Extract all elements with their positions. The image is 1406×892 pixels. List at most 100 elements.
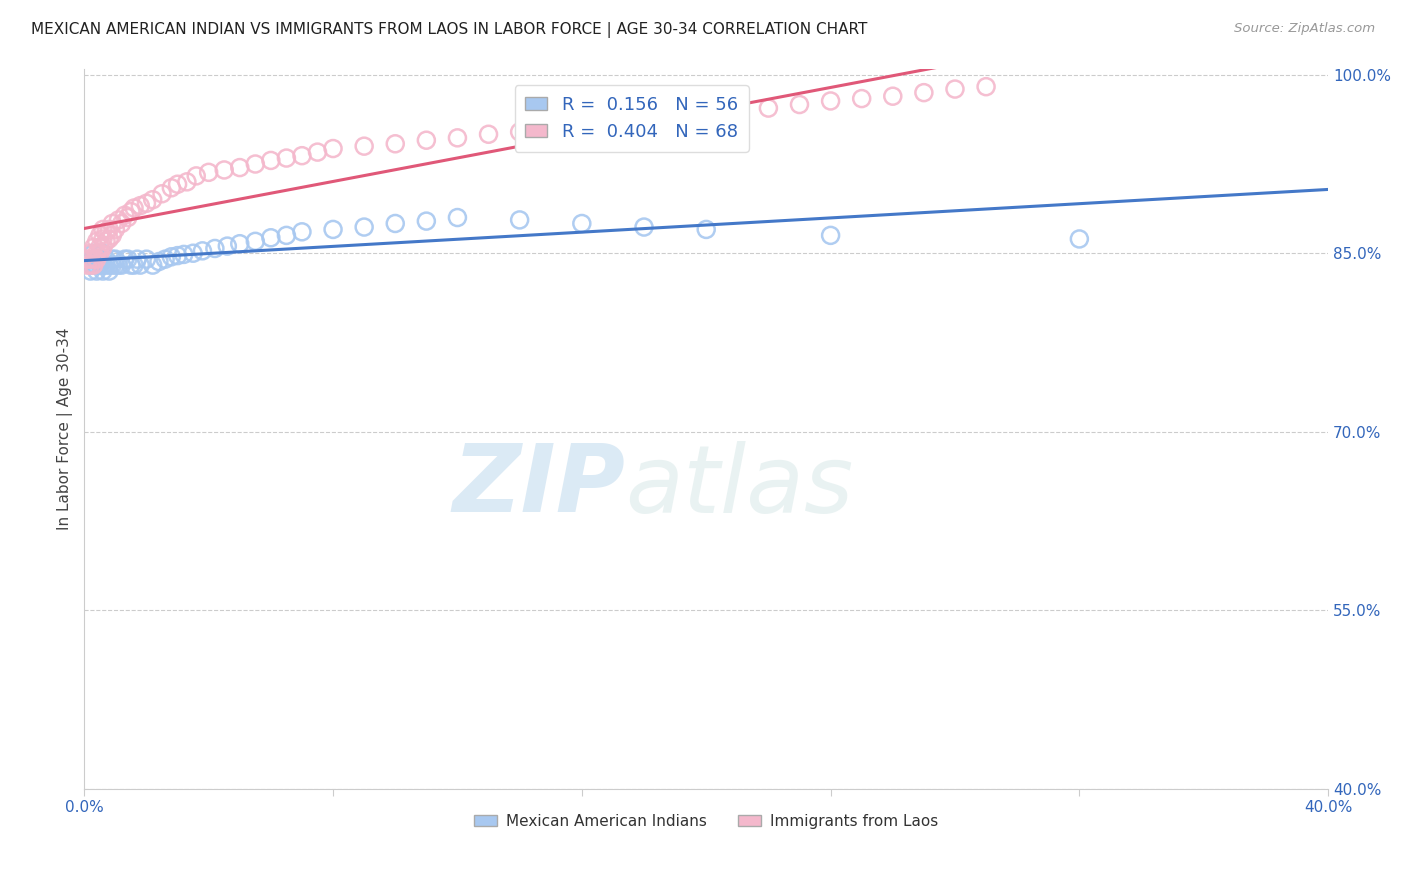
- Point: [664, 110, 686, 124]
- Point: [176, 175, 198, 189]
- Point: [129, 258, 152, 272]
- Point: [217, 239, 239, 253]
- Point: [758, 101, 780, 115]
- Point: [322, 222, 344, 236]
- Point: [212, 163, 235, 178]
- Point: [186, 169, 208, 183]
- Point: [695, 222, 717, 236]
- Point: [291, 225, 314, 239]
- Point: [142, 193, 165, 207]
- Point: [89, 246, 111, 260]
- Point: [91, 246, 114, 260]
- Point: [117, 252, 139, 267]
- Point: [94, 258, 117, 272]
- Legend: Mexican American Indians, Immigrants from Laos: Mexican American Indians, Immigrants fro…: [468, 807, 945, 835]
- Point: [107, 213, 129, 227]
- Point: [943, 82, 966, 96]
- Point: [79, 258, 101, 272]
- Point: [229, 161, 252, 175]
- Point: [820, 228, 842, 243]
- Point: [191, 244, 214, 258]
- Point: [98, 222, 121, 236]
- Point: [509, 213, 531, 227]
- Point: [415, 133, 437, 147]
- Point: [83, 246, 105, 260]
- Point: [86, 264, 108, 278]
- Point: [153, 252, 176, 267]
- Point: [851, 92, 873, 106]
- Y-axis label: In Labor Force | Age 30-34: In Labor Force | Age 30-34: [58, 327, 73, 530]
- Point: [912, 86, 935, 100]
- Point: [86, 246, 108, 260]
- Point: [173, 247, 195, 261]
- Point: [89, 240, 111, 254]
- Point: [101, 217, 124, 231]
- Point: [142, 258, 165, 272]
- Point: [91, 222, 114, 236]
- Point: [83, 258, 105, 272]
- Point: [104, 252, 127, 267]
- Point: [276, 228, 298, 243]
- Point: [633, 220, 655, 235]
- Text: ZIP: ZIP: [453, 441, 626, 533]
- Point: [571, 118, 593, 132]
- Point: [98, 264, 121, 278]
- Point: [83, 252, 105, 267]
- Point: [101, 228, 124, 243]
- Point: [79, 258, 101, 272]
- Point: [229, 236, 252, 251]
- Point: [83, 252, 105, 267]
- Point: [98, 232, 121, 246]
- Point: [127, 252, 149, 267]
- Point: [166, 178, 188, 192]
- Point: [98, 258, 121, 272]
- Text: Source: ZipAtlas.com: Source: ZipAtlas.com: [1234, 22, 1375, 36]
- Point: [89, 228, 111, 243]
- Point: [120, 204, 142, 219]
- Point: [260, 153, 283, 168]
- Point: [76, 258, 98, 272]
- Point: [89, 252, 111, 267]
- Point: [135, 252, 157, 267]
- Point: [76, 252, 98, 267]
- Point: [86, 258, 108, 272]
- Point: [160, 181, 183, 195]
- Point: [276, 151, 298, 165]
- Point: [120, 258, 142, 272]
- Point: [260, 231, 283, 245]
- Point: [104, 222, 127, 236]
- Point: [571, 217, 593, 231]
- Point: [110, 258, 132, 272]
- Point: [204, 242, 226, 256]
- Point: [117, 211, 139, 225]
- Point: [384, 217, 406, 231]
- Point: [83, 240, 105, 254]
- Point: [91, 240, 114, 254]
- Point: [86, 252, 108, 267]
- Point: [384, 136, 406, 151]
- Point: [79, 252, 101, 267]
- Point: [110, 217, 132, 231]
- Point: [104, 258, 127, 272]
- Point: [245, 235, 267, 249]
- Point: [602, 115, 624, 129]
- Point: [415, 214, 437, 228]
- Point: [94, 252, 117, 267]
- Point: [353, 139, 375, 153]
- Point: [91, 264, 114, 278]
- Point: [94, 235, 117, 249]
- Point: [114, 252, 136, 267]
- Point: [114, 208, 136, 222]
- Point: [129, 199, 152, 213]
- Point: [322, 142, 344, 156]
- Point: [166, 249, 188, 263]
- Point: [148, 254, 170, 268]
- Point: [725, 103, 748, 118]
- Point: [509, 125, 531, 139]
- Point: [820, 94, 842, 108]
- Point: [101, 252, 124, 267]
- Point: [101, 258, 124, 272]
- Point: [79, 246, 101, 260]
- Point: [181, 246, 204, 260]
- Point: [974, 79, 997, 94]
